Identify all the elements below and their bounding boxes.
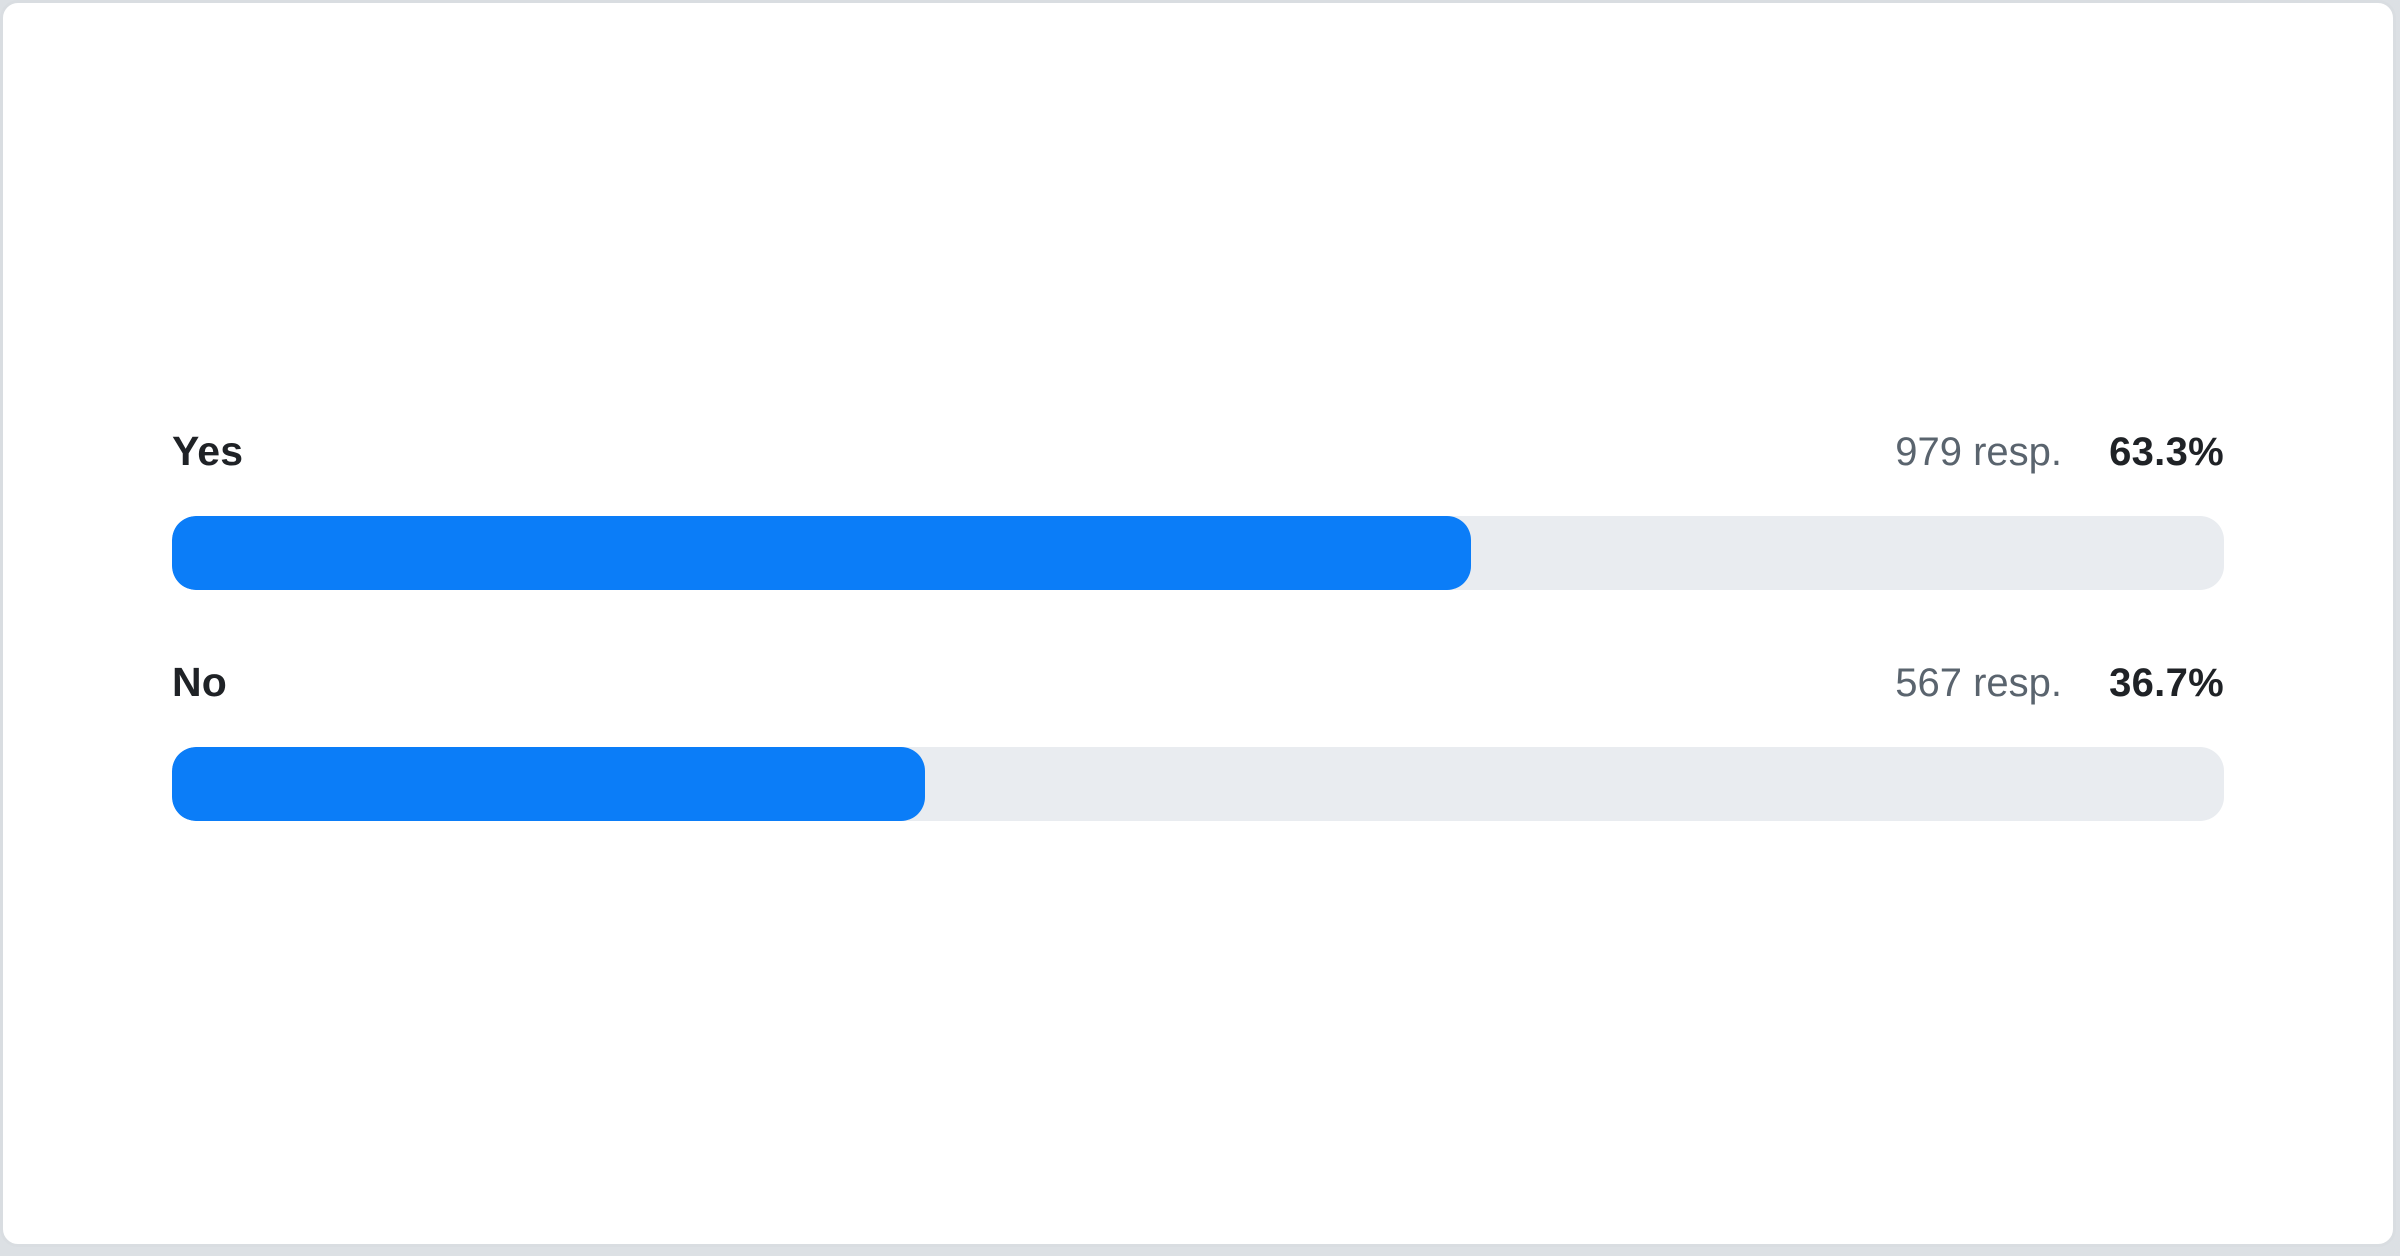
poll-results-list: Yes 979 resp. 63.3% No 567 resp. 36.7% [3,427,2393,821]
option-bar-track [172,746,2224,821]
option-stats: 567 resp. 36.7% [1895,659,2224,707]
poll-option-row-no: No 567 resp. 36.7% [172,658,2224,821]
option-header: No 567 resp. 36.7% [172,658,2224,707]
option-percentage: 36.7% [2109,660,2224,705]
option-header: Yes 979 resp. 63.3% [172,427,2224,476]
option-stats: 979 resp. 63.3% [1895,428,2224,476]
poll-option-row-yes: Yes 979 resp. 63.3% [172,427,2224,590]
option-bar-fill [172,515,1471,590]
option-percentage: 63.3% [2109,429,2224,474]
option-label: No [172,658,228,705]
option-bar-track [172,515,2224,590]
option-response-count: 979 resp. [1895,429,2062,474]
option-label: Yes [172,427,244,474]
option-bar-fill [172,746,926,821]
option-response-count: 567 resp. [1895,660,2062,705]
